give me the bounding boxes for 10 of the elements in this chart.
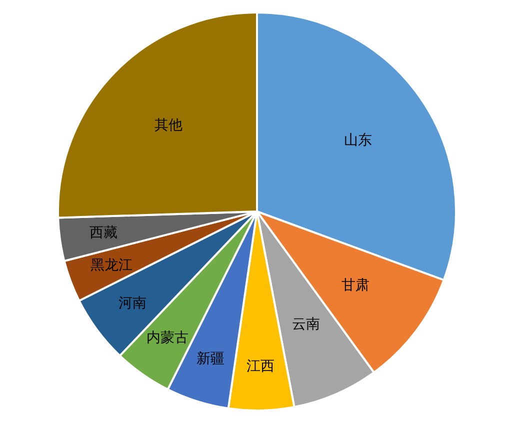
- slice-label: 山东: [344, 132, 372, 149]
- slice-label: 新疆: [196, 351, 224, 368]
- slice-label: 黑龙江: [90, 258, 133, 274]
- slice-label: 河南: [118, 296, 146, 312]
- slice-label: 其他: [154, 117, 182, 134]
- slice-label: 江西: [246, 358, 274, 374]
- slice-label: 甘肃: [341, 278, 370, 294]
- slice-label: 西藏: [89, 225, 118, 242]
- slice-label: 云南: [292, 316, 320, 332]
- slice-label: 内蒙古: [146, 330, 189, 346]
